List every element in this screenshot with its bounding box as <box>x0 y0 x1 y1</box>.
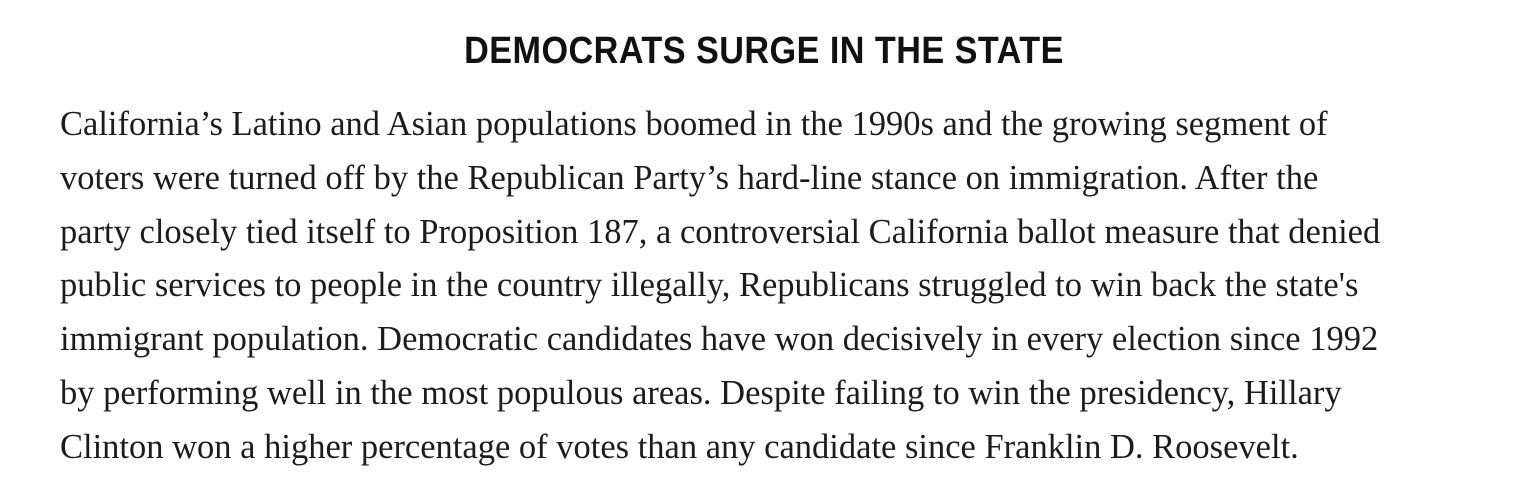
body-line: public services to people in the country… <box>60 266 1359 305</box>
body-line: voters were turned off by the Republican… <box>60 158 1319 197</box>
body-line: California’s Latino and Asian population… <box>60 105 1328 143</box>
body-line: immigrant population. Democratic candida… <box>60 320 1379 359</box>
body-line: party closely tied itself to Proposition… <box>60 212 1381 251</box>
body-line: Clinton won a higher percentage of votes… <box>60 427 1299 466</box>
body-line: by performing well in the most populous … <box>60 373 1342 412</box>
headline: DEMOCRATS SURGE IN THE STATE <box>464 30 1064 72</box>
article-body: California’s Latino and Asian population… <box>60 98 1500 475</box>
